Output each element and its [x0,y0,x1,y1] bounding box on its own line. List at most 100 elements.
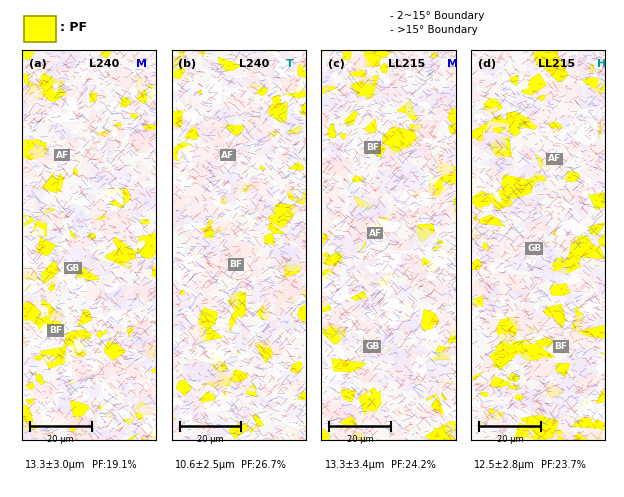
Polygon shape [402,143,432,162]
Polygon shape [124,388,140,397]
Polygon shape [253,209,288,233]
Polygon shape [487,263,507,275]
Polygon shape [299,228,318,249]
Polygon shape [296,67,331,87]
Polygon shape [141,382,168,398]
Polygon shape [490,160,515,181]
Polygon shape [356,89,366,101]
Polygon shape [268,378,285,403]
Polygon shape [588,222,605,236]
Polygon shape [338,397,353,415]
Polygon shape [561,286,573,302]
Polygon shape [260,80,268,94]
Polygon shape [284,68,304,93]
Polygon shape [356,378,362,383]
Polygon shape [29,323,54,350]
Polygon shape [392,194,416,218]
Text: BF: BF [49,326,62,335]
Polygon shape [27,73,66,99]
Polygon shape [170,248,181,268]
Polygon shape [315,401,334,416]
Polygon shape [293,103,305,116]
Polygon shape [150,365,172,373]
Polygon shape [221,249,241,271]
Polygon shape [292,424,323,448]
Polygon shape [46,399,54,408]
Polygon shape [436,360,443,367]
Polygon shape [340,215,347,223]
Polygon shape [36,201,52,224]
Polygon shape [254,441,273,451]
Polygon shape [393,408,400,417]
Polygon shape [166,397,185,412]
Polygon shape [542,155,569,167]
Polygon shape [184,196,224,220]
Polygon shape [289,224,302,239]
Polygon shape [14,215,34,226]
Polygon shape [69,134,79,142]
Polygon shape [102,215,131,233]
Polygon shape [102,185,131,208]
Polygon shape [133,361,146,369]
Polygon shape [479,215,506,226]
Polygon shape [388,367,413,382]
Polygon shape [467,371,485,381]
Polygon shape [461,50,477,70]
Polygon shape [84,54,117,75]
Polygon shape [409,326,419,333]
Polygon shape [336,404,362,423]
Polygon shape [462,394,476,403]
Polygon shape [382,148,394,161]
Polygon shape [275,307,285,321]
Polygon shape [198,35,212,58]
Polygon shape [435,317,462,336]
Polygon shape [504,87,509,95]
Polygon shape [578,351,585,362]
Polygon shape [394,123,399,129]
Polygon shape [444,67,456,77]
Polygon shape [482,293,504,317]
Polygon shape [331,437,354,449]
Polygon shape [162,342,185,357]
Polygon shape [189,296,200,316]
Polygon shape [210,251,238,267]
Polygon shape [185,147,222,170]
Polygon shape [290,219,303,228]
Polygon shape [484,275,511,297]
Polygon shape [306,113,331,134]
Polygon shape [426,393,431,398]
Polygon shape [398,298,411,307]
Polygon shape [487,408,504,421]
Polygon shape [435,43,450,58]
Polygon shape [118,226,135,244]
Polygon shape [90,91,98,103]
Polygon shape [288,162,305,171]
Polygon shape [237,173,243,186]
Polygon shape [575,349,610,365]
Polygon shape [196,211,220,233]
Polygon shape [588,44,595,51]
Polygon shape [249,177,260,192]
Polygon shape [225,222,233,230]
Polygon shape [66,192,91,207]
Polygon shape [110,407,129,425]
Text: 20 μm: 20 μm [47,435,74,444]
Polygon shape [573,190,598,204]
Polygon shape [462,206,493,226]
Polygon shape [447,107,464,130]
Polygon shape [401,148,407,155]
Polygon shape [492,404,504,414]
Polygon shape [412,168,442,186]
Polygon shape [403,349,421,373]
Polygon shape [286,149,298,161]
Polygon shape [149,133,171,149]
Polygon shape [188,392,195,406]
Text: LL215: LL215 [538,60,575,70]
Polygon shape [273,290,300,305]
Polygon shape [113,210,127,230]
Polygon shape [90,439,105,448]
Polygon shape [137,332,155,344]
Polygon shape [542,245,558,255]
Polygon shape [502,174,535,199]
Polygon shape [359,258,392,282]
